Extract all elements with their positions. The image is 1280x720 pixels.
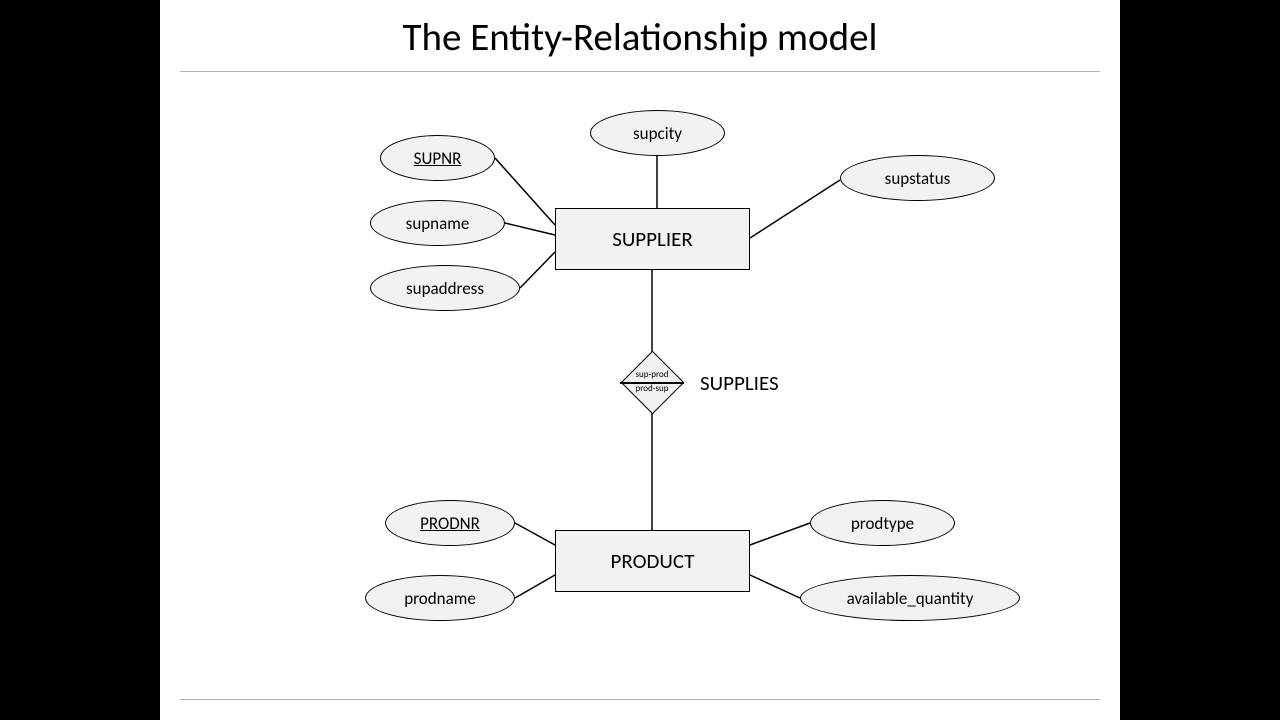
attr-available-quantity-label: available_quantity [847,588,974,609]
bottom-divider [180,699,1100,700]
attr-supnr: SUPNR [380,135,495,181]
attr-prodname: prodname [365,575,515,621]
entity-supplier: SUPPLIER [555,208,750,270]
attr-supstatus-label: supstatus [885,168,951,189]
attr-available-quantity: available_quantity [800,575,1020,621]
attr-supnr-label: SUPNR [414,148,462,169]
attr-prodnr: PRODNR [385,500,515,546]
title-divider [180,71,1100,72]
er-diagram: SUPPLIER PRODUCT SUPNR supname supaddres… [160,80,1120,700]
attr-supaddress-label: supaddress [406,278,484,299]
role-bottom: prod-sup [636,384,669,394]
slide: The Entity-Relationship model SUPPLIER P… [160,0,1120,720]
entity-product-label: PRODUCT [611,548,695,574]
role-top: sup-prod [636,370,669,380]
attr-supcity-label: supcity [633,123,682,144]
attr-prodname-label: prodname [404,588,476,609]
attr-prodtype-label: prodtype [851,513,914,534]
attr-prodnr-label: PRODNR [420,513,480,534]
attr-prodtype: prodtype [810,500,955,546]
attr-supcity: supcity [590,110,725,156]
attr-supname-label: supname [406,213,470,234]
relationship-label: SUPPLIES [700,370,779,396]
relationship-supplies: sup-prod prod-sup [620,350,684,414]
attr-supaddress: supaddress [370,265,520,311]
attr-supstatus: supstatus [840,155,995,201]
entity-supplier-label: SUPPLIER [612,226,693,252]
attr-supname: supname [370,200,505,246]
entity-product: PRODUCT [555,530,750,592]
slide-title: The Entity-Relationship model [160,0,1120,71]
